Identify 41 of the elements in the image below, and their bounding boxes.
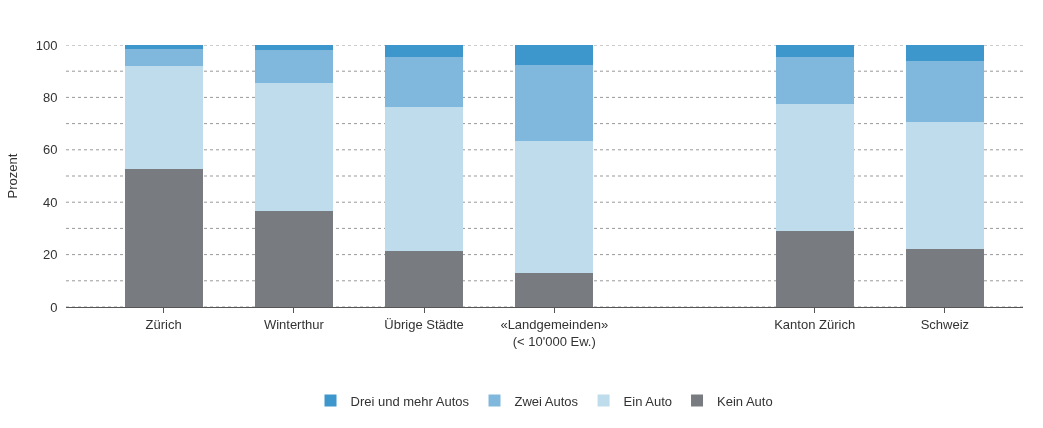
bar — [515, 45, 594, 65]
y-tick-label: 0 — [50, 299, 58, 315]
bar — [775, 231, 854, 307]
x-tick-label: Winterthur — [263, 316, 325, 332]
bar — [254, 82, 333, 212]
bar — [515, 272, 594, 307]
bar — [124, 48, 203, 66]
bar — [254, 211, 333, 307]
bar — [385, 56, 464, 107]
bar — [775, 103, 854, 232]
y-axis-title: Prozent — [4, 153, 20, 199]
bar — [124, 169, 203, 307]
y-tick-label: 20 — [42, 247, 58, 263]
bar — [254, 45, 333, 51]
x-tick-label: Übrige Städte — [384, 316, 464, 332]
bar — [775, 56, 854, 104]
bar — [515, 140, 594, 273]
x-tick-label: «Landgemeinden» (< 10'000 Ew.) — [500, 316, 609, 349]
y-tick-label: 100 — [35, 37, 58, 53]
bar — [775, 45, 854, 57]
bar — [905, 249, 984, 307]
x-tick-label: Schweiz — [920, 316, 970, 332]
bar — [385, 250, 464, 307]
bar — [385, 106, 464, 251]
bar — [385, 45, 464, 57]
y-tick-label: 60 — [42, 142, 58, 158]
y-tick-label: 40 — [42, 194, 58, 210]
legend-label: Zwei Autos — [514, 393, 579, 409]
y-tick-label: 80 — [42, 89, 58, 105]
legend-label: Kein Auto — [717, 393, 773, 409]
bar — [905, 60, 984, 123]
bar — [124, 45, 203, 49]
bar — [905, 122, 984, 250]
x-tick-label: Kanton Zürich — [774, 316, 856, 332]
bar — [254, 50, 333, 83]
bar — [515, 64, 594, 141]
legend-label: Drei und mehr Autos — [350, 393, 470, 409]
legend-label: Ein Auto — [623, 393, 673, 409]
x-tick-label: Zürich — [145, 316, 182, 332]
bar — [905, 45, 984, 61]
bar — [124, 65, 203, 170]
